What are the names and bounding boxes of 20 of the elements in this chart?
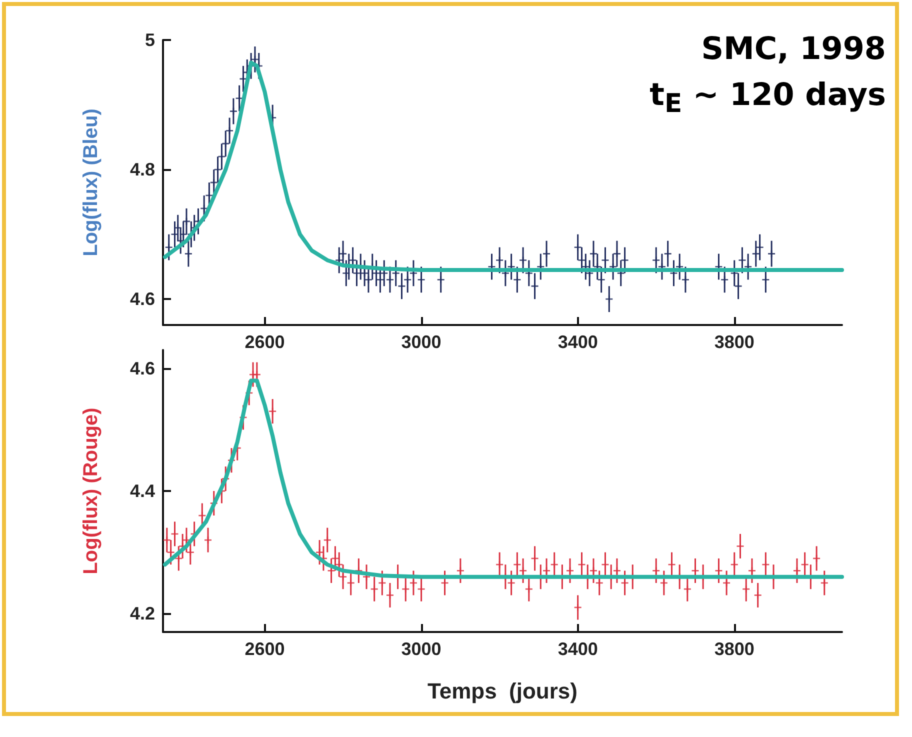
annotation: SMC, 1998 [700,30,886,69]
annotation: t$_{E}$ ~ 120 days [650,76,886,122]
x-tick-label: 3000 [401,639,442,659]
x-tick-label: 2600 [244,332,285,352]
x-tick-label: 3000 [401,332,442,352]
y-tick-label: 4.6 [130,289,155,310]
y-tick-label: 4.4 [130,481,155,501]
x-tick-label: 3400 [558,639,598,659]
x-tick-label: 3400 [558,332,598,352]
y-tick-label: 5 [144,30,155,50]
x-tick-label: 3800 [714,639,754,659]
y-axis-title: Log(flux) (Bleu) [80,108,102,256]
y-tick-label: 4.2 [130,604,155,624]
x-tick-label: 2600 [244,639,285,659]
y-tick-label: 4.6 [130,358,155,378]
line-series [162,378,844,579]
x-axis-title: Temps (jours) [428,678,578,704]
x-tick-label: 3800 [714,332,754,352]
y-tick-label: 4.8 [130,160,155,180]
y-axis-title: Log(flux) (Rouge) [80,408,102,574]
